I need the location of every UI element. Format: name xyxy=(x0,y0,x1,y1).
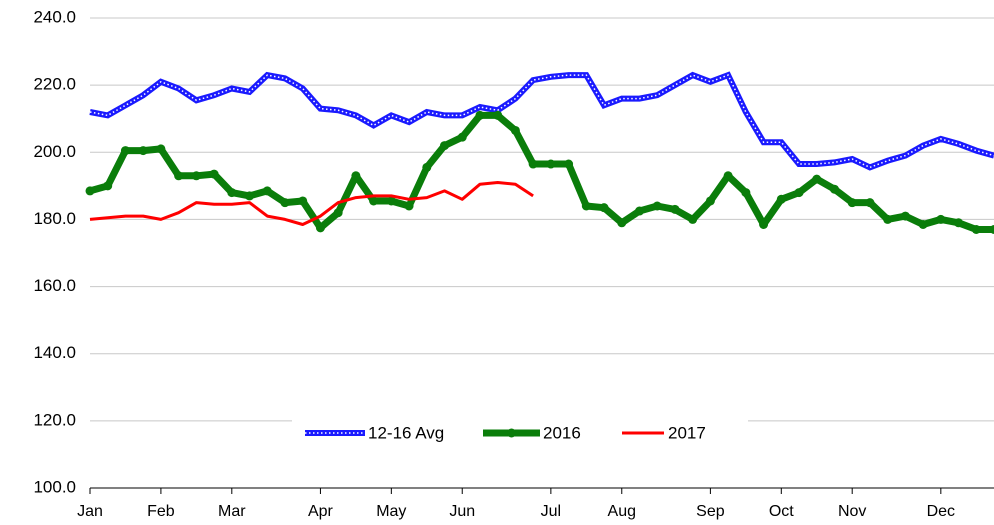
marker xyxy=(564,159,574,169)
y-tick-label: 240.0 xyxy=(33,7,76,26)
y-tick-label: 180.0 xyxy=(33,209,76,228)
marker xyxy=(918,219,928,229)
marker xyxy=(510,125,520,135)
marker xyxy=(440,141,450,151)
marker xyxy=(900,211,910,221)
line-dots xyxy=(89,74,994,169)
marker xyxy=(865,198,875,208)
x-tick-label: Nov xyxy=(838,503,866,520)
marker xyxy=(493,110,503,120)
legend-marker xyxy=(507,428,516,438)
x-tick-label: Dec xyxy=(927,503,955,520)
line xyxy=(89,111,994,233)
x-tick-label: Apr xyxy=(308,503,334,520)
x-tick-label: Feb xyxy=(147,503,175,520)
marker xyxy=(971,225,981,234)
y-tick-label: 100.0 xyxy=(33,477,76,496)
marker xyxy=(457,132,467,142)
y-tick-label: 160.0 xyxy=(33,276,76,295)
y-tick-label: 120.0 xyxy=(33,410,76,429)
marker xyxy=(759,219,769,229)
marker xyxy=(404,201,414,211)
marker xyxy=(705,196,715,206)
marker xyxy=(298,196,308,206)
marker xyxy=(741,188,751,198)
marker xyxy=(156,144,166,154)
x-tick-label: May xyxy=(376,503,406,520)
marker xyxy=(634,206,644,216)
x-tick-label: Jul xyxy=(541,503,561,520)
marker xyxy=(546,159,556,169)
marker xyxy=(315,223,325,233)
marker xyxy=(386,196,396,206)
marker xyxy=(138,146,148,156)
marker xyxy=(227,188,237,198)
marker xyxy=(812,174,822,184)
legend-label: 12-16 Avg xyxy=(368,423,444,442)
marker xyxy=(475,110,485,120)
marker xyxy=(670,204,680,214)
x-tick-label: Jun xyxy=(449,503,475,520)
y-tick-label: 140.0 xyxy=(33,343,76,362)
marker xyxy=(280,198,290,208)
marker xyxy=(103,181,113,191)
marker xyxy=(174,171,184,181)
x-tick-label: Sep xyxy=(696,503,725,520)
marker xyxy=(262,186,272,196)
marker xyxy=(954,218,964,228)
marker xyxy=(847,198,857,208)
marker xyxy=(723,171,733,181)
marker xyxy=(528,159,538,169)
series xyxy=(89,71,994,171)
marker xyxy=(581,201,591,211)
marker xyxy=(776,194,786,204)
line xyxy=(89,71,994,171)
marker xyxy=(829,184,839,194)
marker xyxy=(422,162,432,172)
marker xyxy=(369,196,379,206)
y-tick-label: 220.0 xyxy=(33,75,76,94)
y-tick-label: 200.0 xyxy=(33,142,76,161)
marker xyxy=(351,171,361,181)
marker xyxy=(85,186,95,196)
marker xyxy=(936,214,946,224)
legend-label: 2017 xyxy=(668,423,706,442)
legend: 12-16 Avg 2016 2017 xyxy=(292,417,748,449)
marker xyxy=(617,218,627,228)
marker xyxy=(209,169,219,179)
marker xyxy=(191,171,201,181)
x-tick-label: Jan xyxy=(77,503,103,520)
marker xyxy=(688,214,698,224)
marker xyxy=(652,201,662,211)
marker xyxy=(794,188,804,198)
legend-label: 2016 xyxy=(543,423,581,442)
marker xyxy=(989,225,994,234)
series xyxy=(85,110,994,234)
x-tick-label: Oct xyxy=(769,503,794,520)
x-tick-label: Mar xyxy=(218,503,246,520)
marker xyxy=(333,208,343,218)
marker xyxy=(883,214,893,224)
marker xyxy=(120,146,130,156)
series xyxy=(89,181,534,226)
x-tick-label: Aug xyxy=(608,503,636,520)
marker xyxy=(245,191,255,201)
marker xyxy=(599,203,609,213)
line xyxy=(89,181,534,226)
